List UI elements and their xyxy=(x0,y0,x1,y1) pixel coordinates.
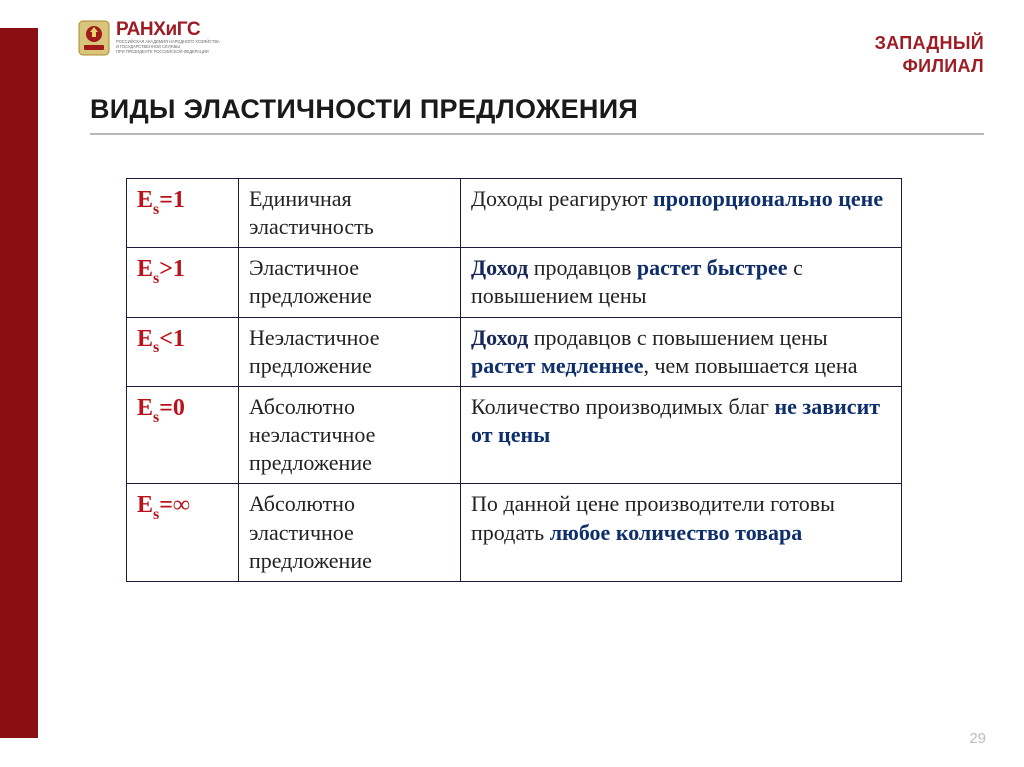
type-name-cell: Абсолютно неэластичное предложение xyxy=(239,386,461,483)
type-name-cell: Неэластичное предложение xyxy=(239,317,461,386)
logo-block: РАНХиГС РОССИЙСКАЯ АКАДЕМИЯ НАРОДНОГО ХО… xyxy=(78,20,994,56)
formula: Es=0 xyxy=(137,395,185,421)
description-cell: Доход продавцов растет быстрее с повышен… xyxy=(461,248,902,317)
branch-label: ЗАПАДНЫЙ ФИЛИАЛ xyxy=(875,32,984,79)
type-name-cell: Абсолютно эластичное предложение xyxy=(239,484,461,581)
formula-cell: Es<1 xyxy=(127,317,239,386)
header: РАНХиГС РОССИЙСКАЯ АКАДЕМИЯ НАРОДНОГО ХО… xyxy=(78,20,994,56)
table-row: Es>1 Эластичное предложениеДоход продавцо… xyxy=(127,248,902,317)
elasticity-table: Es=1 Единичная эластичностьДоходы реагиру… xyxy=(126,178,902,582)
table-row: Es=∞ Абсолютно эластичное предложениеПо д… xyxy=(127,484,902,581)
page-title: ВИДЫ ЭЛАСТИЧНОСТИ ПРЕДЛОЖЕНИЯ xyxy=(90,94,638,124)
description-cell: Доход продавцов с повышением цены растет… xyxy=(461,317,902,386)
logo-subtext: РОССИЙСКАЯ АКАДЕМИЯ НАРОДНОГО ХОЗЯЙСТВА … xyxy=(116,40,220,54)
title-row: ВИДЫ ЭЛАСТИЧНОСТИ ПРЕДЛОЖЕНИЯ xyxy=(90,94,984,135)
formula-cell: Es=1 xyxy=(127,179,239,248)
description-cell: По данной цене производители готовы прод… xyxy=(461,484,902,581)
formula-cell: Es=∞ xyxy=(127,484,239,581)
page-number: 29 xyxy=(969,730,986,747)
elasticity-table-wrap: Es=1 Единичная эластичностьДоходы реагиру… xyxy=(126,178,902,582)
formula-cell: Es>1 xyxy=(127,248,239,317)
description-cell: Количество производимых благ не зависит … xyxy=(461,386,902,483)
branch-line-2: ФИЛИАЛ xyxy=(875,55,984,78)
type-name-cell: Единичная эластичность xyxy=(239,179,461,248)
formula: Es<1 xyxy=(137,326,185,352)
sidebar-accent xyxy=(0,28,38,738)
type-name-cell: Эластичное предложение xyxy=(239,248,461,317)
branch-line-1: ЗАПАДНЫЙ xyxy=(875,32,984,55)
description-cell: Доходы реагируют пропорционально цене xyxy=(461,179,902,248)
formula-cell: Es=0 xyxy=(127,386,239,483)
formula: Es=∞ xyxy=(137,492,190,518)
logo-emblem-icon xyxy=(78,20,110,56)
logo-acronym: РАНХиГС xyxy=(116,20,220,39)
formula: Es=1 xyxy=(137,187,185,213)
table-row: Es=1 Единичная эластичностьДоходы реагиру… xyxy=(127,179,902,248)
table-row: Es<1 Неэластичное предложениеДоход продав… xyxy=(127,317,902,386)
table-row: Es=0 Абсолютно неэластичное предложениеКо… xyxy=(127,386,902,483)
formula: Es>1 xyxy=(137,256,185,282)
